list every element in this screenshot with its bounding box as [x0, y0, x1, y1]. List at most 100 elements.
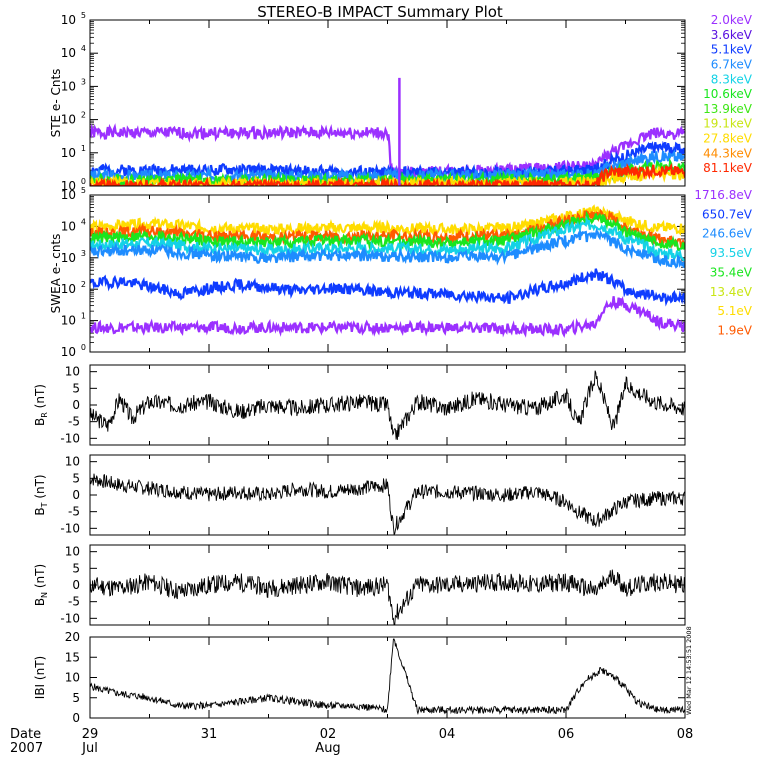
y-tick-label: 10 — [61, 46, 76, 60]
panel-swea: 10 0 10 1 10 2 10 3 10 4 10 5 SWEA e- cnts 1716.8eV 65… — [49, 186, 753, 359]
plot-title: STEREO-B IMPACT Summary Plot — [257, 3, 503, 21]
legend-entry: 35.4eV — [710, 265, 753, 279]
y-tick-label: 10 — [61, 188, 76, 202]
panel-frame — [89, 364, 686, 446]
y-axis-label: IBI (nT) — [33, 656, 47, 699]
y-tick-exponent: 1 — [81, 144, 86, 153]
legend-entry: 44.3keV — [703, 146, 753, 160]
panel-frame — [89, 636, 686, 719]
y-tick-label: 10 — [65, 671, 80, 685]
legend-entry: 5.1keV — [711, 43, 753, 57]
y-tick-exponent: 2 — [81, 111, 86, 120]
y-tick-label: 5 — [72, 691, 80, 705]
y-tick-label: 20 — [65, 630, 80, 644]
series-line — [90, 295, 685, 339]
date-label: Date — [10, 727, 41, 742]
legend-entry: 5.1eV — [717, 304, 752, 318]
y-tick-exponent: 2 — [81, 280, 86, 289]
legend-entry: 10.6keV — [703, 87, 753, 101]
legend-entry: 246.6eV — [702, 227, 753, 241]
y-tick-label: 0 — [72, 578, 80, 592]
x-tick-label: 08 — [677, 727, 694, 742]
legend-entry: 6.7keV — [711, 57, 753, 71]
series-line — [90, 123, 685, 181]
legend-entry: 650.7eV — [702, 207, 753, 221]
legend-entry: 13.9keV — [703, 102, 753, 116]
legend-entry: 8.3keV — [711, 72, 753, 86]
y-tick-label: 15 — [65, 650, 80, 664]
y-tick-label: 5 — [72, 471, 80, 485]
y-axis-label: BN (nT) — [33, 564, 49, 606]
legend-entry: 19.1keV — [703, 117, 753, 131]
x-tick-month: Jul — [81, 741, 98, 756]
y-tick-label: -5 — [68, 415, 80, 429]
y-axis-label: STE e- Cnts — [49, 69, 63, 138]
series-line — [90, 569, 685, 625]
x-tick-label: 06 — [558, 727, 575, 742]
y-tick-label: 10 — [61, 146, 76, 160]
y-tick-label: -5 — [68, 595, 80, 609]
x-tick-label: 02 — [320, 727, 337, 742]
panel-frame — [89, 194, 686, 353]
y-tick-label: 10 — [61, 314, 76, 328]
panel-bn: 10 5 0 -5 -10 BN (nT) — [33, 544, 686, 626]
series-line — [90, 268, 685, 307]
y-tick-exponent: 0 — [81, 177, 86, 186]
series-line — [90, 228, 685, 269]
panel-frame — [89, 454, 686, 536]
x-tick-month: Aug — [315, 741, 340, 756]
panel-ste: 10 0 10 1 10 2 10 3 10 4 10 5 STE e- Cnts 2.0keV3.6ke… — [49, 11, 753, 193]
panel-bt: 10 5 0 -5 -10 BT (nT) — [33, 454, 686, 536]
y-tick-label: -10 — [60, 611, 80, 625]
timestamp: Wed Mar 12 14:53:51 2008 — [685, 626, 693, 715]
y-tick-label: -10 — [60, 521, 80, 535]
legend-entry: 1716.8eV — [694, 188, 752, 202]
y-tick-exponent: 1 — [81, 312, 86, 321]
y-tick-exponent: 3 — [81, 249, 86, 258]
legend-entry: 13.4eV — [710, 285, 753, 299]
y-axis-label: SWEA e- cnts — [49, 234, 63, 314]
y-tick-label: 10 — [61, 282, 76, 296]
x-tick-label: 04 — [439, 727, 456, 742]
legend-entry: 3.6keV — [711, 28, 753, 42]
legend-entry: 1.9eV — [717, 324, 752, 338]
panel-frame — [89, 19, 686, 187]
y-axis-label: BR (nT) — [33, 384, 49, 426]
y-tick-label: -10 — [60, 431, 80, 445]
y-tick-label: 10 — [65, 455, 80, 469]
y-tick-label: 10 — [61, 13, 76, 27]
y-tick-label: 10 — [65, 545, 80, 559]
y-tick-label: 10 — [65, 365, 80, 379]
y-tick-label: 10 — [61, 251, 76, 265]
y-tick-label: 10 — [61, 79, 76, 93]
y-tick-label: -5 — [68, 505, 80, 519]
y-tick-label: 5 — [72, 561, 80, 575]
y-tick-label: 10 — [61, 345, 76, 359]
y-tick-exponent: 4 — [81, 217, 86, 226]
y-axis-label: BT (nT) — [33, 474, 49, 515]
y-tick-label: 0 — [72, 711, 80, 725]
panel-babs: 20 15 10 5 0 IBI (nT) — [33, 630, 686, 725]
legend-entry: 81.1keV — [703, 161, 753, 175]
y-tick-label: 0 — [72, 398, 80, 412]
y-tick-label: 10 — [61, 179, 76, 193]
y-tick-label: 10 — [61, 219, 76, 233]
y-tick-exponent: 5 — [81, 186, 86, 195]
series-line — [90, 473, 685, 535]
y-tick-exponent: 5 — [81, 11, 86, 20]
x-tick-label: 31 — [201, 727, 218, 742]
series-line — [90, 215, 685, 263]
panel-frame — [89, 544, 686, 626]
panel-br: 10 5 0 -5 -10 BR (nT) — [33, 364, 686, 446]
x-tick-label: 29 — [82, 727, 99, 742]
y-tick-label: 10 — [61, 113, 76, 127]
year-label: 2007 — [10, 741, 43, 756]
legend-entry: 93.5eV — [710, 246, 753, 260]
series-line — [90, 162, 685, 186]
y-tick-label: 5 — [72, 381, 80, 395]
y-tick-exponent: 4 — [81, 44, 86, 53]
y-tick-exponent: 0 — [81, 343, 86, 352]
y-tick-label: 0 — [72, 488, 80, 502]
